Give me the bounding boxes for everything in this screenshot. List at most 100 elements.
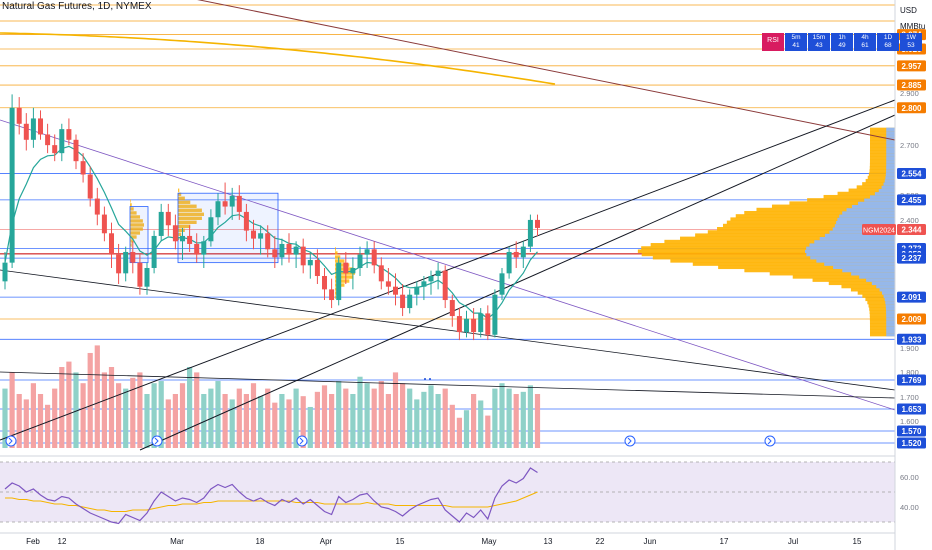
symbol-title[interactable]: Natural Gas Futures, 1D, NYMEX	[2, 1, 152, 12]
candle-body	[59, 129, 65, 154]
price-label-box	[897, 167, 926, 179]
rsi-tick: 40.00	[900, 503, 919, 512]
volume-bar	[378, 381, 384, 448]
candle-body	[201, 241, 207, 255]
session-profile-bar	[335, 251, 338, 255]
profile-bar	[869, 307, 895, 311]
candle-body	[187, 235, 193, 244]
unit-label[interactable]: MMBtu	[900, 22, 926, 31]
candle-body	[279, 243, 285, 258]
rsi-tick: 60.00	[900, 473, 919, 482]
price-label-box	[897, 102, 926, 114]
rsi-cell-5m: 5m 41	[785, 33, 807, 51]
profile-bar	[865, 297, 895, 302]
volume-bar	[400, 383, 406, 448]
volume-bar	[59, 367, 65, 448]
session-profile-bar	[130, 235, 137, 239]
volume-bar	[329, 394, 335, 448]
price-label: 2.091	[901, 293, 922, 302]
candle-body	[215, 201, 221, 218]
profile-bar	[886, 143, 895, 148]
profile-bar	[886, 162, 895, 167]
candle-body	[307, 259, 313, 266]
profile-bar	[864, 198, 895, 202]
profile-bar	[856, 185, 895, 189]
event-marker-icon	[764, 435, 776, 447]
candle-body	[229, 195, 235, 207]
profile-bar	[886, 166, 895, 170]
candle-body	[151, 235, 157, 268]
trend-line	[0, 99, 896, 441]
volume-bar	[357, 376, 363, 448]
event-marker-icon	[151, 435, 163, 447]
session-profile-bar	[130, 239, 134, 243]
session-profile-bar	[130, 231, 141, 235]
currency-label[interactable]: USD	[900, 6, 917, 15]
profile-bar	[867, 175, 895, 180]
candle-body	[357, 254, 363, 268]
candle-body	[9, 107, 15, 263]
profile-bar	[862, 294, 895, 298]
profile-bar	[869, 166, 895, 170]
candle-body	[499, 273, 505, 295]
session-profile-bar	[130, 199, 131, 203]
candle-body	[421, 281, 427, 287]
profile-bar	[869, 326, 895, 330]
profile-bar	[789, 201, 895, 205]
profile-bar	[810, 255, 895, 260]
profile-bar	[885, 172, 895, 177]
price-label: 2.344	[901, 226, 922, 235]
candle-body	[527, 219, 533, 247]
profile-bar	[869, 140, 895, 145]
profile-bar	[846, 207, 895, 212]
event-marker-icon	[296, 435, 308, 447]
profile-bar	[869, 319, 895, 324]
volume-bar	[172, 394, 178, 448]
profile-bar	[869, 332, 895, 337]
profile-bar	[771, 204, 895, 209]
profile-bar	[886, 150, 895, 154]
price-label-box	[897, 374, 926, 386]
rsi-cell-1h: 1h 49	[831, 33, 853, 51]
price-label: 1.653	[901, 405, 922, 414]
profile-bar	[886, 130, 895, 135]
candle-body	[66, 129, 72, 140]
candle-body	[194, 243, 200, 255]
profile-bar	[869, 194, 895, 199]
volume-bar	[336, 381, 342, 448]
candle-body	[30, 118, 36, 140]
price-label: 2.554	[901, 169, 922, 178]
session-profile-bar	[178, 232, 182, 237]
candle-body	[343, 262, 349, 274]
profile-bar	[869, 169, 895, 173]
trend-lines[interactable]	[0, 0, 896, 451]
candle-body	[251, 230, 256, 239]
profile-bar	[869, 156, 895, 161]
time-tick: Feb	[26, 537, 40, 546]
volume-bar	[492, 388, 498, 448]
candle-body	[456, 316, 462, 333]
price-label: 1.769	[901, 376, 922, 385]
session-profile-bar	[335, 275, 354, 279]
profile-bar	[756, 207, 895, 212]
candle-body	[492, 294, 498, 335]
price-label-box	[897, 437, 926, 449]
time-tick: 22	[596, 537, 605, 546]
event-markers[interactable]	[5, 378, 776, 447]
candle-body	[464, 318, 469, 333]
profile-bar	[885, 175, 895, 180]
volume-bar	[428, 385, 434, 448]
profile-bar	[869, 146, 895, 151]
profile-bar	[886, 156, 895, 161]
profile-bar	[886, 153, 895, 157]
profile-bar	[652, 255, 895, 260]
candle-body	[520, 246, 526, 258]
candle-body	[506, 251, 512, 274]
profile-bar	[870, 134, 895, 138]
rsi-timeframe-widget[interactable]: RSI 5m 41 15m 43 1h 49 4h 61 1D 68 1W 53	[762, 33, 922, 51]
candle-body	[2, 262, 8, 282]
volume-bar	[229, 399, 235, 448]
profile-bar	[886, 313, 895, 318]
candle-body	[485, 313, 491, 335]
